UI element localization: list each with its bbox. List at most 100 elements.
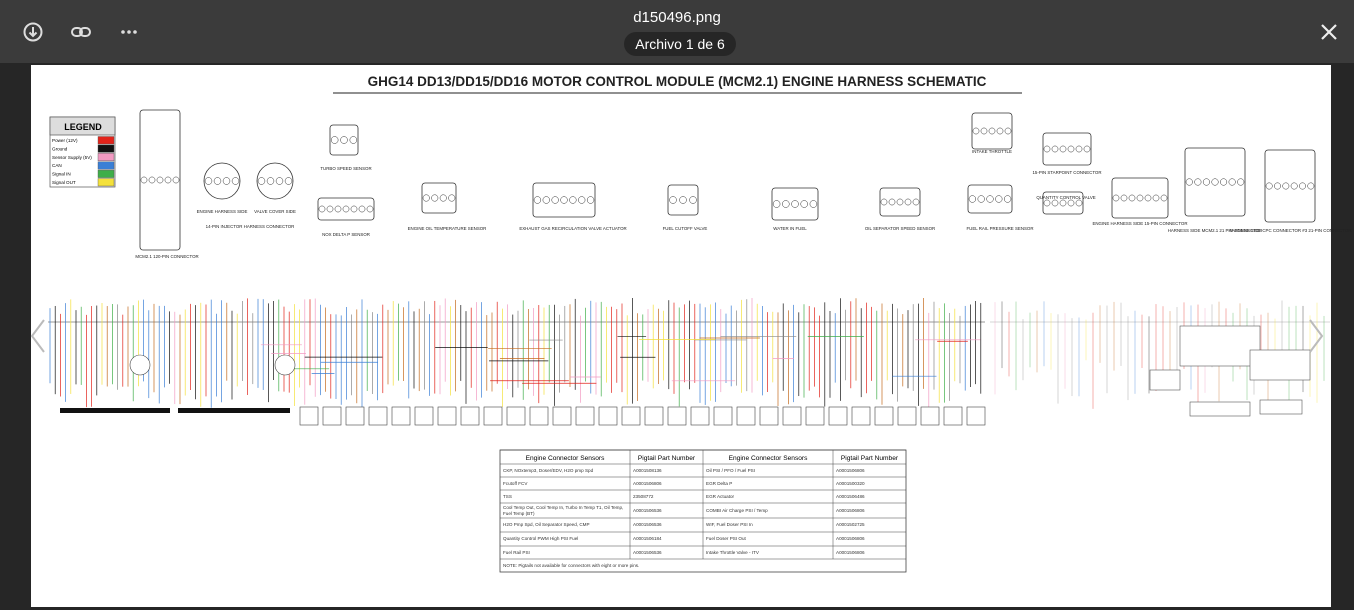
connector-pin — [1299, 182, 1306, 190]
schematic-title: GHG14 DD13/DD15/DD16 MOTOR CONTROL MODUL… — [368, 74, 987, 89]
table-cell-box: A0001506536 — [633, 522, 662, 528]
connector-pin — [912, 198, 920, 206]
connector-body — [1042, 132, 1092, 166]
toolbar: d150496.png Archivo 1 de 6 — [0, 0, 1354, 63]
injector-bar — [60, 408, 170, 413]
table-cell-box: EGR Delta P — [706, 480, 733, 486]
connector-pin — [1185, 178, 1193, 186]
connector-pin — [1194, 178, 1202, 186]
connector-pin — [1160, 194, 1168, 202]
connector-label: EXHAUST GAS RECIRCULATION VALVE ACTUATOR — [519, 226, 626, 231]
table-cell-box: Cool Temp Out, Cool Temp In, Turbo In Te… — [503, 505, 623, 515]
connector-label: TURBO SPEED SENSOR — [320, 166, 371, 171]
connector-pin — [972, 127, 980, 135]
connector-pin — [1043, 199, 1051, 207]
connector-pin — [1211, 178, 1219, 186]
table-cell: A0001506806 — [836, 507, 865, 513]
plug — [690, 406, 710, 426]
injector — [274, 354, 296, 376]
connector-pin — [1004, 127, 1012, 135]
plug — [736, 406, 756, 426]
module — [1259, 399, 1303, 415]
link-button[interactable] — [68, 19, 94, 45]
table-cell: EGR Delta P — [706, 480, 733, 486]
legend-swatch — [97, 144, 115, 153]
connector-pin — [1075, 145, 1083, 153]
module — [1249, 349, 1311, 381]
plug — [437, 406, 457, 426]
module — [1179, 325, 1261, 367]
table-cell: A0001506536 — [633, 522, 662, 528]
connector-pin — [1152, 194, 1160, 202]
plug — [667, 406, 687, 426]
connector-pin — [560, 196, 568, 204]
connector-pin — [896, 198, 904, 206]
connector-pin — [1059, 145, 1067, 153]
connector-body — [256, 162, 294, 200]
table-cell-box: A0001506806 — [836, 468, 865, 473]
connector-pin — [1059, 199, 1067, 207]
file-name: d150496.png — [633, 9, 721, 26]
legend-head-bg — [49, 116, 116, 136]
connector-body — [532, 182, 596, 218]
connector-label: ENGINE HARNESS SIDE 15-PIN CONNECTOR — [1092, 221, 1187, 226]
table-cell-box: A0001506806 — [633, 480, 662, 486]
connector-pin — [1290, 182, 1298, 190]
connector-pin — [1043, 145, 1051, 153]
connector-pin — [679, 196, 687, 204]
download-button[interactable] — [20, 19, 46, 45]
connector-body — [329, 124, 359, 156]
more-button[interactable] — [116, 19, 142, 45]
legend-label: Signal OUT — [52, 180, 76, 185]
table-cell-box: WIF, Fuel Doser PSI In — [706, 522, 753, 527]
legend-label: Signal IN — [52, 172, 71, 177]
connector-body — [1184, 147, 1246, 217]
legend-swatch — [97, 161, 115, 170]
connector-pin — [977, 195, 985, 203]
connector-pin — [996, 127, 1004, 135]
connector-label: ENGINE HARNESS SIDE — [197, 209, 248, 214]
connector-body — [421, 182, 457, 214]
connector-pin — [1265, 182, 1273, 190]
connector-label: FUEL CUTOFF VALVE — [663, 226, 708, 231]
connector-label: NOX DELTA P SENSOR — [322, 232, 370, 237]
table-cell-box: A0001508136 — [633, 468, 662, 473]
connector-pin — [1120, 194, 1128, 202]
table-cell-box: A0001506184 — [633, 536, 662, 541]
table-cell: A0001506536 — [633, 549, 662, 555]
image-stage: GHG14 DD13/DD15/DD16 MOTOR CONTROL MODUL… — [30, 65, 1352, 607]
plug — [621, 406, 641, 426]
table-cell-box: H2O Pmp Spd, Oil Separator Speed, CMP — [503, 522, 590, 527]
table-cell-box: A0001502725 — [836, 522, 865, 528]
connector-label: FUEL RAIL PRESSURE SENSOR — [966, 226, 1033, 231]
connector-body — [667, 184, 699, 216]
prev-arrow[interactable] — [30, 319, 45, 353]
legend-label: Ground — [52, 146, 68, 151]
next-arrow[interactable] — [1309, 319, 1324, 353]
connector-pin — [318, 205, 326, 213]
connector-pin — [1128, 194, 1136, 202]
connector-body — [139, 109, 181, 251]
connector-pin — [172, 176, 180, 184]
table-cell-box: A0001506806 — [836, 550, 865, 555]
table-cell: Intake Throttle Valve - ITV — [706, 549, 759, 555]
table-cell: A0001502725 — [836, 522, 865, 528]
plug — [506, 406, 526, 426]
connector-pin — [266, 177, 275, 185]
connector-pin — [542, 196, 550, 204]
plug — [483, 406, 503, 426]
plug — [598, 406, 618, 426]
connector-pin — [148, 176, 156, 184]
table-cell-box: A0001506536 — [633, 549, 662, 555]
table-cell-box: Oil PSI / PFO / Fuel PSI — [706, 468, 755, 473]
table-cell: A0001506806 — [633, 480, 662, 486]
connector-pin — [551, 196, 559, 204]
table-cell: COMBI Air Charge PSI / Temp — [706, 507, 768, 513]
connector-pin — [257, 177, 266, 185]
table-cell-box: A0001506536 — [633, 507, 662, 513]
connector-pin — [986, 195, 994, 203]
table-cell-box: CKP, NOxtemp3, Doser/EDV, H2O pmp Spd — [503, 468, 593, 473]
table-cell: A0001506536 — [633, 507, 662, 513]
close-button[interactable] — [1316, 19, 1342, 45]
